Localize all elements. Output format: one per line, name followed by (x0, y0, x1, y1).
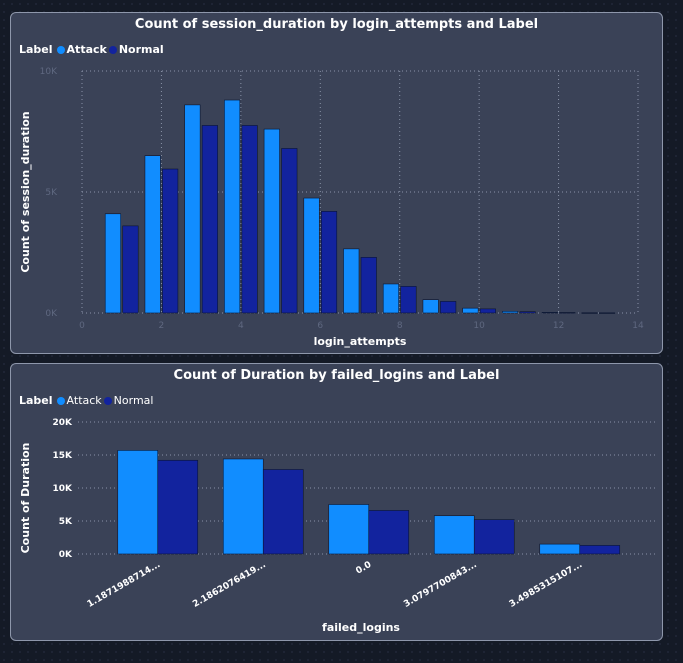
y-tick-label: 10K (40, 67, 58, 77)
legend-title: Label (19, 394, 53, 407)
bar-normal[interactable] (579, 545, 621, 555)
x-tick-label: 14 (632, 321, 644, 331)
bar-normal[interactable] (598, 312, 616, 314)
chart-title: Count of session_duration by login_attem… (134, 17, 539, 32)
legend-item-attack[interactable]: Attack (56, 43, 107, 56)
bar-normal[interactable] (473, 519, 515, 555)
x-tick-label: 0.0 (354, 560, 373, 577)
bar-normal[interactable] (440, 301, 457, 314)
legend-dot-icon (56, 45, 65, 54)
bar-normal[interactable] (241, 125, 258, 314)
chart-title: Count of Duration by failed_logins and L… (173, 368, 500, 383)
bar-attack[interactable] (104, 213, 122, 314)
y-tick-label: 10K (53, 484, 74, 494)
x-tick-label: 3.0797700843... (402, 560, 479, 610)
bar-normal[interactable] (122, 225, 139, 314)
bar-normal[interactable] (157, 459, 199, 555)
legend-item-attack[interactable]: Attack (56, 394, 102, 407)
bar-attack[interactable] (263, 128, 280, 314)
bar-attack[interactable] (382, 283, 400, 314)
bar-normal[interactable] (400, 286, 417, 314)
bar-attack[interactable] (144, 155, 161, 314)
chart-card-login-attempts[interactable]: Count of session_duration by login_attem… (10, 12, 663, 354)
bar-normal[interactable] (559, 312, 576, 314)
bar-normal[interactable] (320, 211, 338, 314)
x-tick-label: 10 (473, 321, 485, 331)
chart-card-failed-logins[interactable]: Count of Duration by failed_logins and L… (10, 363, 663, 641)
bar-attack[interactable] (433, 515, 475, 555)
y-axis-title: Count of session_duration (19, 111, 32, 272)
legend-label: Normal (113, 394, 154, 407)
y-tick-label: 5K (45, 188, 58, 198)
bar-normal[interactable] (262, 469, 304, 555)
bar-attack[interactable] (117, 450, 159, 555)
bar-attack[interactable] (581, 312, 598, 314)
bar-normal[interactable] (368, 510, 410, 555)
x-tick-label: 8 (397, 321, 403, 331)
legend-item-normal[interactable]: Normal (108, 43, 164, 56)
x-tick-label: 2.1862076419... (191, 560, 268, 610)
x-tick-label: 4 (238, 321, 244, 331)
legend-dot-icon (103, 396, 112, 405)
y-tick-label: 0K (59, 550, 73, 560)
legend-label: Attack (66, 394, 102, 407)
bar-attack[interactable] (541, 312, 558, 314)
x-tick-label: 2 (159, 321, 165, 331)
x-axis-title: login_attempts (314, 335, 407, 348)
bar-normal[interactable] (360, 257, 377, 314)
legend-dot-icon (56, 396, 65, 405)
chart-legend: Label Attack Normal (19, 43, 166, 56)
x-tick-label: 6 (317, 321, 323, 331)
y-axis-title: Count of Duration (19, 443, 32, 554)
x-tick-label: 3.4985315107... (508, 560, 585, 610)
y-tick-label: 15K (53, 451, 74, 461)
x-axis-title: failed_logins (322, 621, 400, 634)
y-tick-label: 20K (53, 418, 74, 428)
y-tick-label: 0K (45, 309, 58, 319)
chart-plot-failed-logins: 0K 5K 10K 15K 20K 1.1871988714... 2.1862076419… (19, 418, 656, 634)
bar-normal[interactable] (281, 148, 298, 314)
x-tick-label: 0 (79, 321, 85, 331)
bar-normal[interactable] (479, 308, 496, 314)
bar-normal[interactable] (201, 125, 218, 314)
bar-normal[interactable] (519, 311, 536, 314)
bar-attack[interactable] (222, 458, 264, 555)
legend-label: Normal (118, 43, 164, 56)
x-tick-label: 12 (553, 321, 564, 331)
x-tick-label: 1.1871988714... (86, 560, 163, 610)
y-tick-label: 5K (59, 517, 73, 527)
legend-label: Attack (66, 43, 107, 56)
bar-attack[interactable] (328, 504, 370, 555)
legend-title: Label (19, 43, 53, 56)
chart-legend: Label Attack Normal (19, 394, 155, 407)
chart-plot-login-attempts: 0 2 4 6 8 10 12 14 0K 5K 10K login_attempts Count of… (19, 67, 644, 348)
bar-attack[interactable] (462, 307, 479, 314)
bar-attack[interactable] (539, 543, 581, 555)
bar-normal[interactable] (162, 168, 179, 314)
legend-dot-icon (108, 45, 117, 54)
bar-attack[interactable] (343, 248, 360, 314)
legend-item-normal[interactable]: Normal (103, 394, 154, 407)
bar-attack[interactable] (224, 99, 241, 314)
bar-attack[interactable] (303, 197, 320, 314)
bar-attack[interactable] (184, 104, 201, 314)
bar-attack[interactable] (422, 299, 439, 314)
bar-attack[interactable] (502, 311, 519, 314)
